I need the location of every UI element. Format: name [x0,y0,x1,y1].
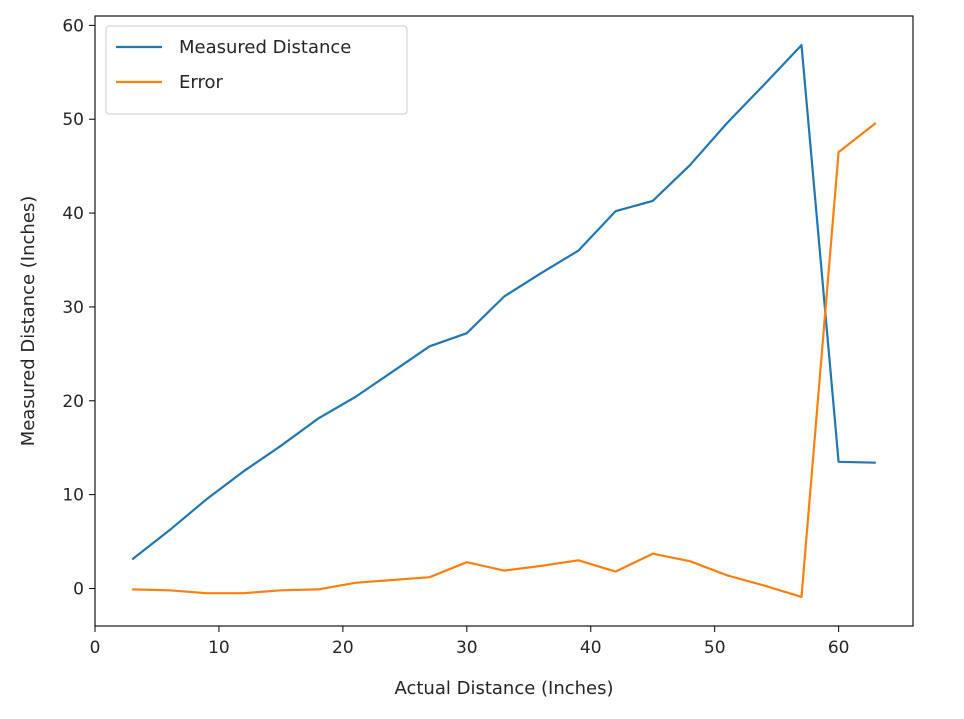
x-tick-label: 30 [456,638,478,658]
plot-background [95,16,913,626]
y-tick-label: 30 [62,298,84,318]
x-axis: 0 10 20 30 40 50 60 [90,626,850,658]
x-tick-label: 50 [704,638,726,658]
legend-box [105,25,408,115]
x-tick-label: 40 [580,638,602,658]
x-tick-label: 10 [208,638,230,658]
legend: Measured Distance Error [105,25,408,115]
y-tick-label: 40 [62,204,84,224]
series-line-error [132,122,877,599]
legend-label: Measured Distance [179,37,351,58]
y-axis-label: Measured Distance (Inches) [18,196,39,447]
y-tick-label: 0 [73,579,84,599]
y-tick-label: 10 [62,486,84,506]
y-tick-label: 60 [62,16,84,36]
legend-label: Error [179,72,223,93]
x-tick-label: 0 [90,638,101,658]
y-axis: 0 10 20 30 40 50 60 [62,16,95,599]
x-axis-label: Actual Distance (Inches) [394,678,613,699]
y-tick-label: 20 [62,392,84,412]
x-tick-label: 20 [332,638,354,658]
x-tick-label: 60 [828,638,850,658]
series-layer [131,43,877,599]
series-line-measured-distance [131,43,876,561]
plot-frame [94,15,914,627]
y-tick-label: 50 [62,110,84,130]
